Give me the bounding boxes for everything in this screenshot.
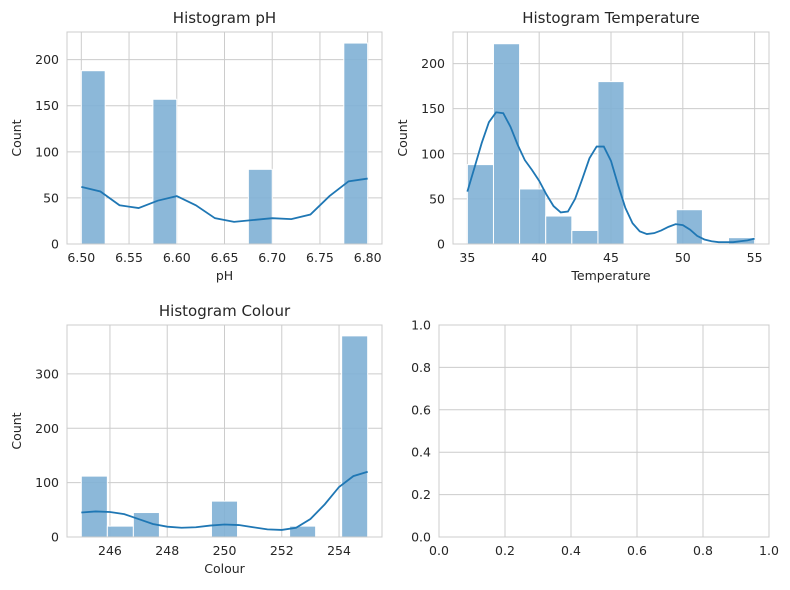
histogram-bar [519,188,547,245]
x-tick-label: 0.8 [693,543,713,558]
axes-frame [66,31,383,245]
x-tick-label: 250 [213,543,237,558]
histogram-bar [80,475,108,538]
x-axis-label: pH [216,268,233,283]
y-tick-label: 0.0 [411,530,431,545]
histogram-bar [343,42,369,245]
chart-title: Histogram Colour [159,302,291,320]
chart-title: Histogram Temperature [522,9,700,27]
subplot-2: 35 40 45 50 55 0 50 100 150 200 Histogram Temperat… [395,9,770,283]
y-axis-label: Count [9,412,24,449]
x-tick-label: 248 [155,543,179,558]
kde-curve [81,470,368,531]
subplot-3: 246 248 250 252 254 0 100 200 300 Histogram Colou… [9,302,383,576]
x-tick-label: 1.0 [759,543,779,558]
subplot-4: 0.0 0.2 0.4 0.6 0.8 1.0 0.0 0.2 0.4 0.6 0.8 1.0 [411,318,779,559]
axes-frame [438,324,770,538]
x-tick-label: 6.50 [67,250,95,265]
x-tick-label: 0.4 [561,543,581,558]
y-tick-label: 0.8 [411,360,431,375]
y-tick-label: 50 [429,191,445,206]
y-tick-label: 200 [421,56,445,71]
x-tick-label: 246 [98,543,122,558]
y-tick-label: 150 [421,101,445,116]
x-tick-label: 6.75 [306,250,334,265]
x-tick-label: 254 [327,543,351,558]
histogram-bar [210,500,239,538]
y-tick-label: 0.6 [411,402,431,417]
y-tick-label: 150 [35,98,59,113]
axes-frame [66,324,383,538]
histogram-bar [675,209,703,245]
subplot-1: 6.50 6.55 6.60 6.65 6.70 6.75 6.80 0 50 100 150 200… [9,9,383,283]
y-axis-label: Count [395,119,410,156]
y-tick-label: 0.2 [411,487,431,502]
y-tick-label: 0.4 [411,445,431,460]
y-tick-label: 0 [437,237,445,252]
x-tick-label: 55 [747,250,763,265]
y-tick-label: 50 [43,190,59,205]
histogram-bar [152,98,178,245]
histogram-bar [571,229,599,245]
x-tick-label: 35 [459,250,475,265]
y-tick-label: 100 [35,144,59,159]
axes-frame [452,31,770,245]
y-tick-label: 0 [51,237,59,252]
y-tick-label: 100 [35,475,59,490]
histogram-bar [545,215,573,245]
x-tick-label: 6.65 [211,250,239,265]
y-tick-label: 0 [51,530,59,545]
x-axis-label: Temperature [570,268,650,283]
x-tick-label: 0.2 [495,543,515,558]
x-tick-label: 0.0 [429,543,449,558]
x-tick-label: 6.70 [258,250,286,265]
histogram-bar [80,70,106,245]
y-tick-label: 100 [421,146,445,161]
histogram-bar [247,168,273,245]
x-tick-label: 0.6 [627,543,647,558]
kde-curve [466,111,755,244]
x-tick-label: 6.60 [163,250,191,265]
chart-title: Histogram pH [173,9,276,27]
histogram-bar [341,335,369,538]
x-tick-label: 50 [675,250,691,265]
x-tick-label: 6.80 [354,250,382,265]
y-axis-label: Count [9,119,24,156]
histogram-bar [492,43,521,245]
x-axis-label: Colour [204,561,245,576]
y-tick-label: 200 [35,52,59,67]
x-tick-label: 45 [603,250,619,265]
y-tick-label: 200 [35,421,59,436]
y-tick-label: 300 [35,366,59,381]
histogram-bar [106,525,134,538]
x-tick-label: 252 [270,543,294,558]
kde-curve [81,177,368,223]
x-tick-label: 40 [531,250,547,265]
y-tick-label: 1.0 [411,318,431,333]
x-tick-label: 6.55 [115,250,143,265]
